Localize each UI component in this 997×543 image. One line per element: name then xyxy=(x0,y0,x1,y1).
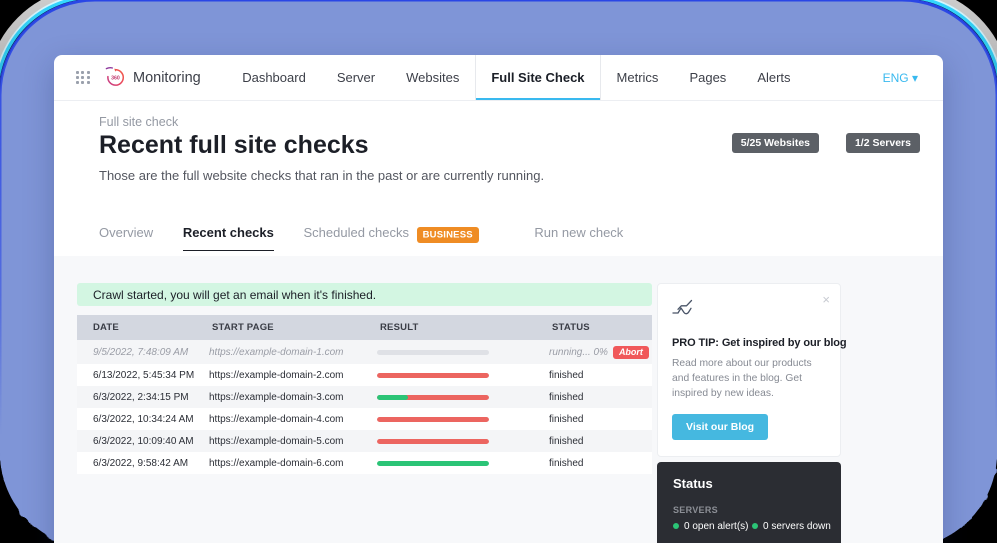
svg-text:360: 360 xyxy=(111,75,120,81)
